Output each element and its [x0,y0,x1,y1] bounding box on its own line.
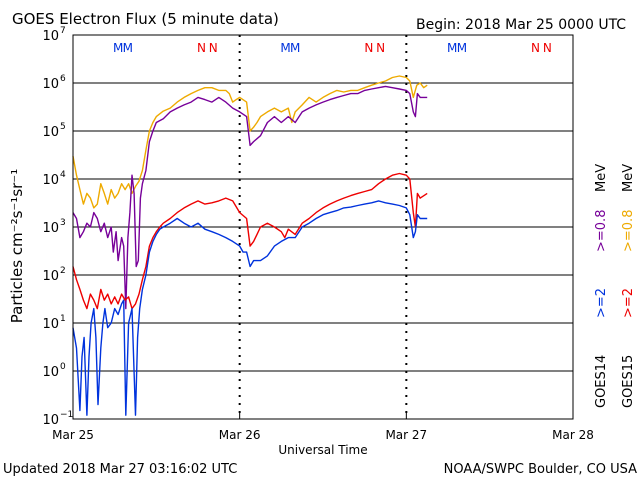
y-tick-exponent: 3 [60,218,66,228]
x-tick-label: Mar 28 [552,428,594,442]
y-tick-label: 10 3 [42,218,65,236]
legend-goes15-ge2: >=2 [621,288,636,318]
y-tick-label: 10 5 [42,122,65,140]
x-axis-label: Universal Time [278,443,367,457]
marker-M: M [280,41,290,55]
marker-N: N [197,41,206,55]
y-tick-label: 10 0 [42,362,66,380]
series-lines [72,75,428,416]
y-axis-label: Particles cm⁻²s⁻¹sr⁻¹ [8,169,26,323]
y-tick-base: 10 [42,29,59,44]
y-tick-base: 10 [42,173,59,188]
y-tick-base: 10 [42,125,59,140]
marker-M: M [290,41,300,55]
marker-N: N [376,41,385,55]
legend-goes14-ge2: >=2 [594,288,609,318]
y-tick-exponent: 5 [60,122,66,132]
y-tick-exponent: 6 [60,74,66,84]
legend-goes15-ge08: >=0.8 [621,210,636,252]
y-tick-exponent: 7 [60,26,66,36]
updated-time: Updated 2018 Mar 27 03:16:02 UTC [3,462,237,477]
marker-N: N [543,41,552,55]
y-tick-label: 10 2 [42,266,65,284]
begin-date: Begin: 2018 Mar 25 0000 UTC [416,17,626,33]
x-tick-label: Mar 25 [52,428,94,442]
plot-frame [72,34,574,420]
chart-title: GOES Electron Flux (5 minute data) [12,10,279,28]
y-tick-exponent: 2 [60,266,66,276]
series-line-1 [72,85,428,310]
y-tick-base: 10 [42,221,59,236]
y-tick-label: 10 6 [42,74,66,92]
y-tick-exponent: 4 [60,170,66,180]
marker-N: N [531,41,540,55]
series-line-2 [72,172,428,310]
legend-mev-goes14: MeV [594,164,609,192]
x-tick-labels: Mar 25 Mar 26 Mar 27 Mar 28 [52,413,594,442]
marker-M: M [123,41,133,55]
marker-M: M [447,41,457,55]
x-tick-label: Mar 27 [385,428,427,442]
y-tick-base: 10 [42,269,59,284]
credit: NOAA/SWPC Boulder, CO USA [444,462,637,477]
marker-N: N [209,41,218,55]
y-tick-label: 10 −1 [42,410,73,428]
legend-goes14-ge08: >=0.8 [594,210,609,252]
series-line-0 [72,75,428,209]
y-tick-base: 10 [42,365,59,380]
y-tick-exponent: 1 [60,314,66,324]
y-tick-label: 10 7 [42,26,65,44]
marker-M: M [457,41,467,55]
y-tick-base: 10 [42,77,59,92]
y-tick-exponent: −1 [60,410,73,420]
y-tick-base: 10 [42,317,59,332]
y-tick-base: 10 [42,413,59,428]
marker-M: M [113,41,123,55]
y-tick-exponent: 0 [60,362,66,372]
legend-goes15: GOES15 [621,355,636,408]
y-tick-label: 10 4 [42,170,66,188]
midnight-markers [238,35,408,419]
legend-goes14: GOES14 [594,355,609,408]
y-tick-label: 10 1 [42,314,65,332]
x-tick-label: Mar 26 [219,428,261,442]
marker-N: N [364,41,373,55]
legend-mev-goes15: MeV [621,164,636,192]
series-line-3 [72,200,428,416]
